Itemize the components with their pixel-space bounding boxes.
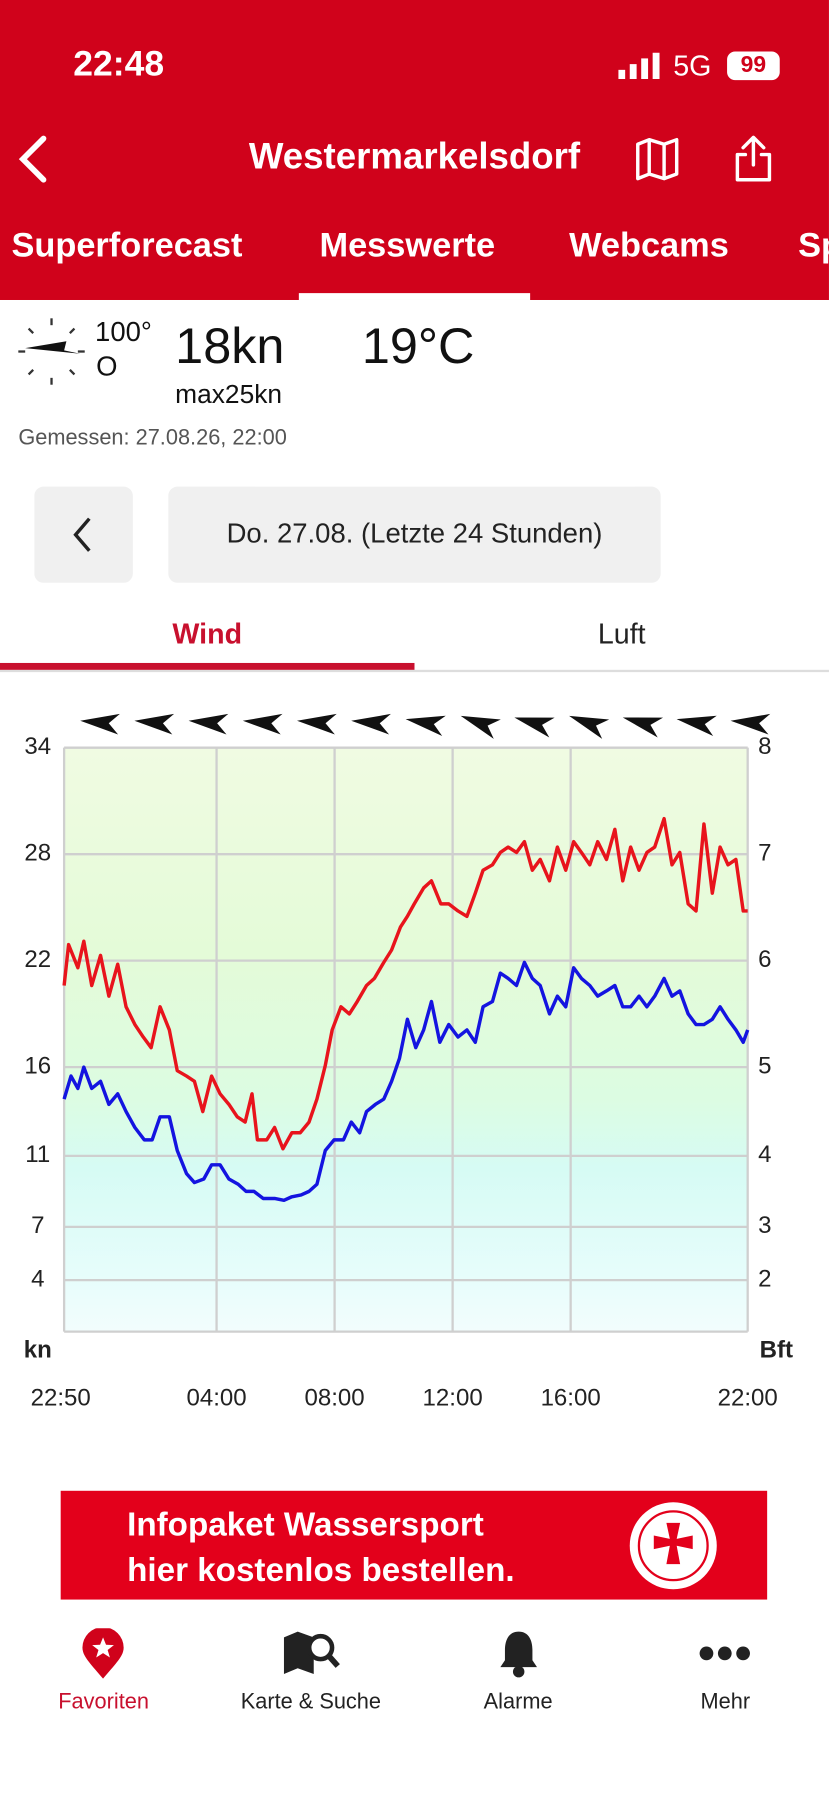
- y-tick-label: 22: [24, 946, 51, 973]
- subtab-divider: [0, 669, 829, 673]
- x-tick-label: 12:00: [423, 1385, 483, 1412]
- wind-line: [62, 816, 748, 1151]
- direction: O: [96, 351, 118, 383]
- wind-direction-arrow: [188, 713, 229, 735]
- tab[interactable]: Sp: [798, 226, 829, 265]
- wind-direction-arrow: [80, 713, 120, 735]
- y-tick-label: 11: [25, 1141, 50, 1168]
- x-tick-label: 22:00: [718, 1385, 778, 1412]
- wind-speed: 18kn: [175, 318, 285, 375]
- temperature: 19°C: [361, 318, 475, 375]
- tab[interactable]: Superforecast: [11, 226, 243, 265]
- title: Westermarkelsdorf: [248, 135, 581, 177]
- network: 5G: [673, 50, 712, 83]
- y-tick-label: 7: [31, 1212, 44, 1239]
- share-button[interactable]: [733, 135, 774, 183]
- x-tick-label: 08:00: [305, 1385, 365, 1412]
- battery: 99: [727, 51, 780, 81]
- favorites-icon[interactable]: [80, 1628, 126, 1681]
- y2-tick-label: 3: [758, 1212, 771, 1239]
- alarm-icon[interactable]: [497, 1628, 541, 1678]
- wind-direction-arrow: [569, 715, 610, 739]
- y2-unit: Bft: [760, 1336, 793, 1363]
- wind-direction-arrow: [242, 713, 283, 735]
- wind-direction-arrow: [460, 715, 501, 739]
- tab-indicator: [298, 293, 531, 300]
- subtab[interactable]: Luft: [597, 618, 646, 651]
- tab-active[interactable]: Messwerte: [319, 226, 496, 265]
- y-tick-label: 4: [31, 1265, 44, 1292]
- direction-degree: 100°: [95, 317, 152, 349]
- y2-tick-label: 5: [758, 1052, 771, 1079]
- prev-day-button[interactable]: [34, 486, 133, 583]
- back-button[interactable]: [16, 135, 50, 183]
- x-tick-label: 16:00: [541, 1385, 601, 1412]
- plot-background: [64, 747, 748, 1332]
- y2-tick-label: 7: [758, 840, 771, 867]
- date-selector[interactable]: Do. 27.08. (Letzte 24 Stunden): [168, 486, 661, 583]
- header: [0, 0, 829, 300]
- wind-direction-arrow: [514, 717, 555, 738]
- status-time: 22:48: [73, 43, 165, 84]
- measured-time: Gemessen: 27.08.26, 22:00: [18, 425, 287, 450]
- x-tick-label: 04:00: [186, 1385, 246, 1412]
- wind-direction-arrow: [730, 713, 771, 735]
- compass-icon: [18, 318, 85, 385]
- wind-direction-arrow: [351, 713, 391, 735]
- map-button[interactable]: [634, 137, 680, 181]
- signal-icon: [618, 52, 660, 80]
- wind-direction-arrow: [676, 715, 717, 737]
- wind-direction-arrow: [405, 715, 446, 737]
- more-icon[interactable]: [698, 1642, 751, 1665]
- y2-tick-label: 4: [758, 1141, 771, 1168]
- nav-label[interactable]: Karte & Suche: [240, 1690, 382, 1715]
- tab[interactable]: Webcams: [569, 226, 729, 265]
- y2-tick-label: 6: [758, 946, 771, 973]
- nav-label[interactable]: Favoriten: [58, 1690, 149, 1715]
- subtab-indicator: [0, 662, 415, 670]
- y2-tick-label: 8: [758, 733, 771, 760]
- wind-line: [62, 960, 750, 1203]
- nav-label[interactable]: Alarme: [483, 1690, 553, 1715]
- nav-label[interactable]: Mehr: [700, 1690, 751, 1715]
- y-tick-label: 28: [24, 840, 51, 867]
- y2-tick-label: 2: [758, 1265, 771, 1292]
- wind-direction-arrow: [134, 713, 175, 735]
- banner-logo: [629, 1502, 717, 1590]
- wind-direction-arrow: [622, 717, 664, 738]
- map-search-icon[interactable]: [282, 1628, 342, 1678]
- x-tick-label: 22:50: [31, 1385, 91, 1412]
- banner-text: Infopaket Wassersport: [127, 1506, 484, 1544]
- banner-text: hier kostenlos bestellen.: [127, 1552, 515, 1590]
- y-unit: kn: [24, 1336, 52, 1363]
- wind-direction-arrow: [297, 713, 337, 735]
- y-tick-label: 16: [24, 1052, 51, 1079]
- subtab-active[interactable]: Wind: [172, 618, 243, 651]
- wind-max: max25kn: [175, 378, 283, 409]
- y-tick-label: 34: [24, 733, 51, 760]
